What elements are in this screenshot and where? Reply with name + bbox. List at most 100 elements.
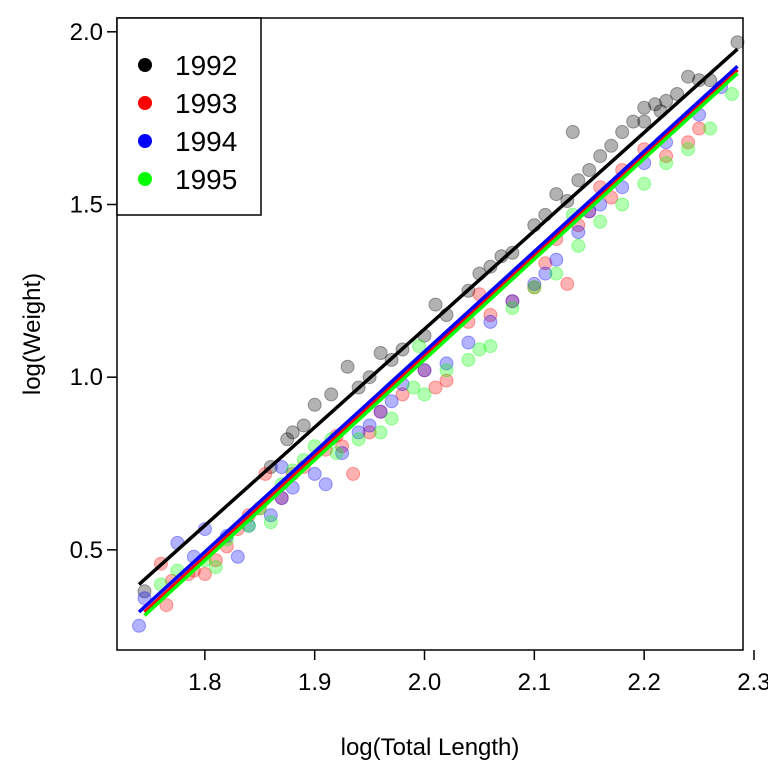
data-point-1994-18 <box>417 363 432 378</box>
data-point-1992-13 <box>428 297 443 312</box>
data-point-1994-25 <box>571 225 586 240</box>
data-point-1992-30 <box>659 93 674 108</box>
data-point-1993-38 <box>692 121 707 136</box>
legend-label-1994: 1994 <box>175 126 237 157</box>
data-point-1995-12 <box>329 446 344 461</box>
data-point-1994-14 <box>351 425 366 440</box>
y-tick-label-3: 2.0 <box>70 19 103 46</box>
data-point-1995-14 <box>373 425 388 440</box>
data-point-1994-33 <box>274 460 289 474</box>
data-point-1993-27 <box>527 280 542 295</box>
plot-frame <box>116 17 744 651</box>
fit-line-1994 <box>137 65 739 614</box>
data-point-1995-20 <box>483 339 498 354</box>
data-point-1994-0 <box>132 618 146 633</box>
data-point-1994-16 <box>373 404 388 419</box>
data-point-1993-36 <box>659 149 674 164</box>
fit-lines-layer <box>137 47 739 617</box>
data-point-1995-18 <box>439 363 454 378</box>
data-point-1993-41 <box>335 439 350 454</box>
data-point-1994-21 <box>483 314 498 329</box>
data-point-1994-11 <box>307 466 322 481</box>
x-tick-label-5: 2.3 <box>737 669 768 696</box>
y-tick-label-0: 0.5 <box>70 537 103 564</box>
data-point-1995-15 <box>384 411 399 426</box>
data-point-1992-32 <box>681 69 696 84</box>
data-point-1995-28 <box>659 156 674 170</box>
data-point-1994-6 <box>230 549 245 564</box>
data-point-1995-27 <box>637 176 652 191</box>
data-point-1994-15 <box>362 418 377 433</box>
data-point-1992-31 <box>670 87 685 101</box>
data-point-1993-18 <box>362 425 377 440</box>
x-tick-label-1: 1.9 <box>298 669 331 696</box>
data-point-1992-20 <box>549 187 564 202</box>
data-point-1992-5 <box>307 397 322 412</box>
data-point-1992-27 <box>626 114 641 129</box>
fit-line-1993 <box>143 68 739 614</box>
data-point-1993-6 <box>208 553 223 568</box>
legend-marker-1994 <box>138 134 152 148</box>
data-point-1995-16 <box>406 380 421 395</box>
legend-label-1995: 1995 <box>175 164 237 195</box>
data-point-1993-21 <box>417 363 432 378</box>
data-point-1995-32 <box>412 339 426 354</box>
data-point-1992-33 <box>692 73 707 88</box>
data-point-1992-3 <box>285 425 300 440</box>
x-tick-label-3: 2.1 <box>518 669 551 696</box>
data-point-1992-24 <box>593 149 608 164</box>
x-tick-label-4: 2.2 <box>627 669 660 696</box>
data-point-1993-23 <box>439 373 454 388</box>
data-point-1992-4 <box>296 418 311 433</box>
data-point-1993-19 <box>373 404 388 419</box>
data-point-1992-23 <box>582 163 597 177</box>
data-point-1995-22 <box>527 280 542 295</box>
data-point-1992-26 <box>615 125 630 139</box>
data-point-1993-39 <box>560 276 575 291</box>
data-point-1995-30 <box>703 121 718 136</box>
data-point-1992-7 <box>340 359 355 374</box>
data-point-1995-31 <box>725 87 739 101</box>
data-point-1995-7 <box>263 515 278 530</box>
legend: 1992 1993 1994 1995 <box>116 17 262 216</box>
data-point-1995-21 <box>505 301 520 316</box>
y-tick-label-2: 1.5 <box>70 191 103 218</box>
data-point-1992-22 <box>571 173 586 188</box>
data-point-1993-1 <box>159 598 174 613</box>
data-point-1995-24 <box>571 238 586 253</box>
legend-label-1992: 1992 <box>175 50 237 81</box>
data-point-1992-16 <box>483 259 498 274</box>
data-point-1994-20 <box>461 335 476 350</box>
legend-label-1993: 1993 <box>175 88 237 119</box>
data-point-1994-34 <box>384 394 399 409</box>
data-point-1995-3 <box>208 560 223 575</box>
data-point-1994-22 <box>505 294 520 309</box>
data-point-1992-36 <box>565 125 580 139</box>
data-point-1995-13 <box>351 432 366 447</box>
data-point-1994-12 <box>318 477 333 492</box>
legend-marker-1993 <box>138 96 152 110</box>
data-point-1992-37 <box>637 114 652 129</box>
data-point-1993-28 <box>538 256 553 271</box>
data-point-1995-34 <box>461 352 476 367</box>
data-point-1995-29 <box>681 142 696 157</box>
data-point-1995-26 <box>615 197 630 212</box>
data-point-1995-17 <box>417 387 432 402</box>
axes-layer: 1.8 1.9 2.0 2.1 2.2 2.3 0.5 1.0 1.5 2.0 <box>70 19 768 696</box>
data-point-1994-24 <box>549 252 564 267</box>
data-point-1993-17 <box>346 466 361 481</box>
y-axis-label: log(Weight) <box>19 273 46 395</box>
legend-marker-1995 <box>138 172 152 186</box>
data-point-1994-23 <box>527 276 542 291</box>
data-point-1992-0 <box>137 584 152 599</box>
data-point-1993-25 <box>483 308 498 322</box>
data-point-1993-5 <box>197 567 212 581</box>
data-point-1992-29 <box>648 97 663 112</box>
data-point-1993-37 <box>681 135 696 150</box>
legend-marker-1992 <box>138 58 152 72</box>
data-point-1992-10 <box>373 346 388 360</box>
data-point-1995-19 <box>472 342 487 357</box>
data-point-1992-35 <box>730 35 745 50</box>
